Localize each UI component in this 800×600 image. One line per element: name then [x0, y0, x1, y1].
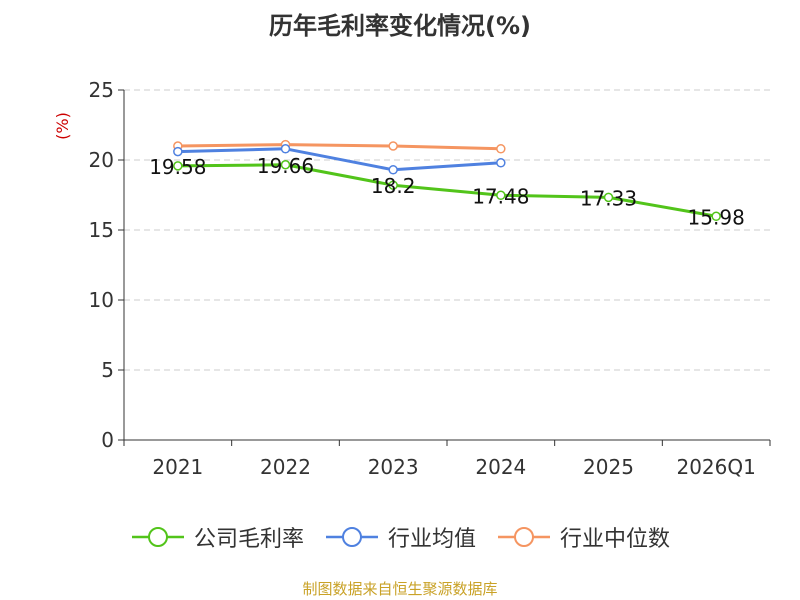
y-axis-label: (%)	[53, 112, 72, 140]
data-point	[388, 180, 398, 190]
data-point	[173, 146, 183, 157]
data-point	[711, 211, 721, 222]
series-1	[173, 144, 506, 175]
legend-label: 行业均值	[387, 527, 476, 552]
x-tick-label: 2026Q1	[676, 455, 755, 479]
data-label: 19.66	[257, 154, 314, 178]
data-point	[388, 165, 398, 175]
series-line	[177, 147, 501, 172]
data-point	[603, 192, 614, 203]
data-label: 15.98	[688, 205, 745, 229]
y-tick-label: 20	[89, 148, 114, 172]
data-label: 19.58	[149, 155, 206, 179]
legend-item[interactable]: 行业中位数	[496, 521, 670, 553]
data-label: 18.2	[371, 174, 416, 198]
x-tick-label: 2023	[368, 455, 419, 479]
grid-layer	[124, 89, 770, 371]
data-point	[496, 144, 506, 154]
series-0	[173, 160, 721, 222]
data-point	[496, 190, 506, 201]
y-tick-label: 5	[101, 358, 114, 382]
chart-title: 历年毛利率变化情况(%)	[269, 12, 531, 40]
y-tick-label: 10	[89, 288, 114, 312]
y-tick-label: 15	[89, 218, 114, 242]
data-label: 17.33	[580, 186, 637, 210]
source-note: 制图数据来自恒生聚源数据库	[302, 580, 498, 598]
x-tick-label: 2025	[583, 455, 634, 479]
y-tick-label: 25	[89, 78, 114, 102]
y-tick-label: 0	[101, 428, 114, 452]
data-point	[388, 141, 398, 151]
data-point	[280, 160, 291, 170]
data-label: 17.48	[472, 184, 529, 208]
x-tick-label: 2024	[475, 455, 526, 479]
legend-item[interactable]: 公司毛利率	[130, 521, 304, 553]
series-line	[177, 163, 717, 218]
series-line	[177, 143, 501, 151]
legend: 公司毛利率 行业均值 行业中位数	[0, 520, 800, 554]
data-point	[173, 161, 183, 171]
x-tick-label: 2022	[260, 455, 311, 479]
series-layer	[173, 139, 721, 222]
legend-marker	[325, 527, 378, 547]
data-point	[496, 158, 506, 168]
legend-label: 行业中位数	[560, 527, 671, 552]
legend-marker	[131, 527, 184, 547]
data-label-layer: 19.58 19.66 18.2 17.48 17.33 15.98	[149, 154, 745, 230]
x-tick-label: 2021	[152, 455, 203, 479]
data-point	[280, 144, 291, 154]
legend-label: 公司毛利率	[193, 527, 304, 552]
legend-marker	[498, 527, 550, 547]
legend-item[interactable]: 行业均值	[324, 521, 476, 553]
